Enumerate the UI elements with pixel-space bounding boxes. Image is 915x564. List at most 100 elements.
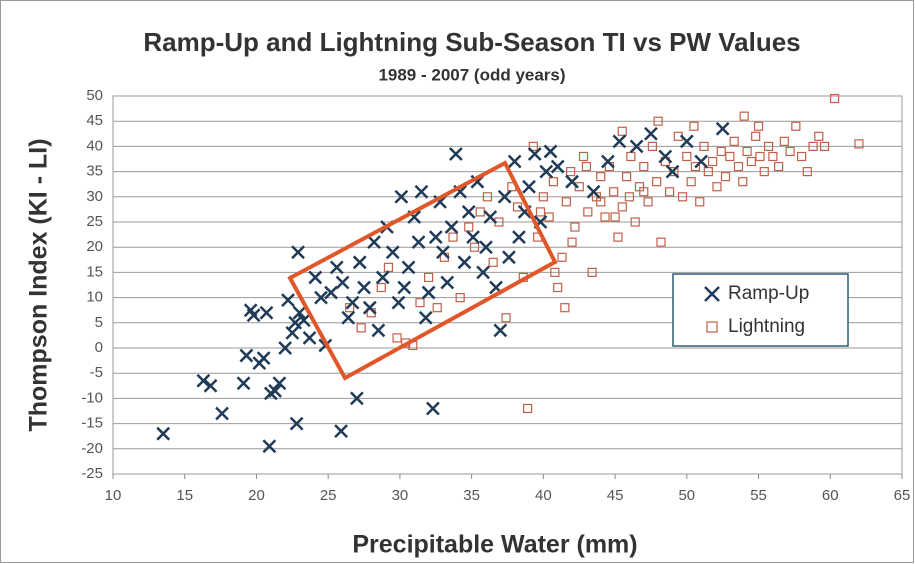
point [586, 184, 601, 199]
point [725, 151, 735, 162]
point [630, 217, 640, 227]
point [647, 141, 657, 151]
point [768, 151, 778, 162]
point [488, 257, 498, 267]
point [278, 341, 293, 355]
point [501, 313, 511, 323]
point [272, 376, 287, 391]
point [289, 416, 304, 431]
point [215, 406, 229, 421]
point [527, 147, 542, 161]
point [596, 172, 606, 182]
point [629, 139, 644, 154]
legend-box [672, 273, 849, 347]
x-tick-label: 60 [822, 487, 839, 504]
point [567, 237, 577, 247]
y-tick-label: -10 [81, 389, 103, 406]
point [779, 136, 789, 146]
point [259, 305, 274, 320]
highlight-box [287, 160, 558, 381]
point [738, 177, 748, 187]
point [426, 401, 440, 416]
point [203, 378, 218, 393]
point [774, 161, 784, 172]
point [455, 293, 465, 303]
point [617, 202, 627, 212]
point [755, 151, 765, 162]
x-axis-label: Precipitable Water (mm) [352, 531, 637, 559]
point [502, 250, 516, 265]
point [560, 303, 570, 313]
point [854, 139, 864, 149]
point [677, 192, 688, 202]
point [512, 230, 526, 245]
point [448, 232, 458, 242]
point [392, 333, 402, 343]
x-tick-label: 30 [392, 487, 409, 504]
point [578, 151, 589, 162]
y-tick-label: 10 [86, 289, 103, 306]
y-tick-label: -20 [81, 440, 103, 457]
point [729, 136, 739, 146]
x-tick-label: 55 [750, 487, 767, 504]
point [665, 164, 680, 179]
point [581, 161, 592, 172]
point [583, 207, 593, 217]
point [394, 189, 409, 204]
point [643, 197, 653, 207]
point [712, 182, 722, 192]
point [656, 237, 666, 247]
point [196, 373, 211, 388]
point [436, 245, 450, 260]
point [493, 323, 508, 338]
point [476, 265, 490, 280]
point [461, 205, 476, 219]
point [457, 255, 472, 270]
x-tick-label: 10 [105, 487, 122, 504]
point [708, 156, 718, 167]
point [720, 172, 731, 182]
point [751, 131, 761, 141]
point [512, 202, 523, 212]
point [421, 285, 436, 300]
point [156, 426, 171, 441]
point [522, 179, 536, 194]
x-tick-label: 20 [248, 487, 265, 504]
point [296, 313, 311, 328]
point [535, 207, 546, 217]
point [414, 184, 429, 199]
point [679, 134, 694, 149]
point [391, 295, 406, 310]
y-tick-label: 0 [95, 339, 103, 356]
point [281, 293, 295, 308]
point [802, 167, 812, 177]
point [302, 331, 317, 345]
point [385, 245, 400, 260]
point [566, 167, 576, 177]
x-tick-label: 15 [176, 487, 193, 504]
point [759, 167, 769, 177]
point [444, 220, 459, 234]
point [334, 424, 348, 439]
point [375, 270, 390, 285]
point [288, 315, 303, 330]
point [440, 275, 455, 290]
point [236, 376, 251, 391]
point [356, 323, 366, 333]
point [587, 267, 597, 277]
point [612, 134, 627, 149]
y-axis-label: Thompson Index (KI - LI) [25, 138, 53, 431]
point [733, 161, 744, 172]
point [669, 167, 679, 177]
point [596, 197, 606, 207]
point [268, 383, 282, 398]
point [600, 212, 610, 222]
point [682, 151, 692, 162]
point [829, 93, 840, 104]
point [285, 325, 300, 340]
point [548, 177, 559, 187]
point [561, 197, 571, 207]
y-tick-label: 35 [86, 163, 103, 180]
point [262, 439, 277, 454]
point [376, 282, 386, 293]
